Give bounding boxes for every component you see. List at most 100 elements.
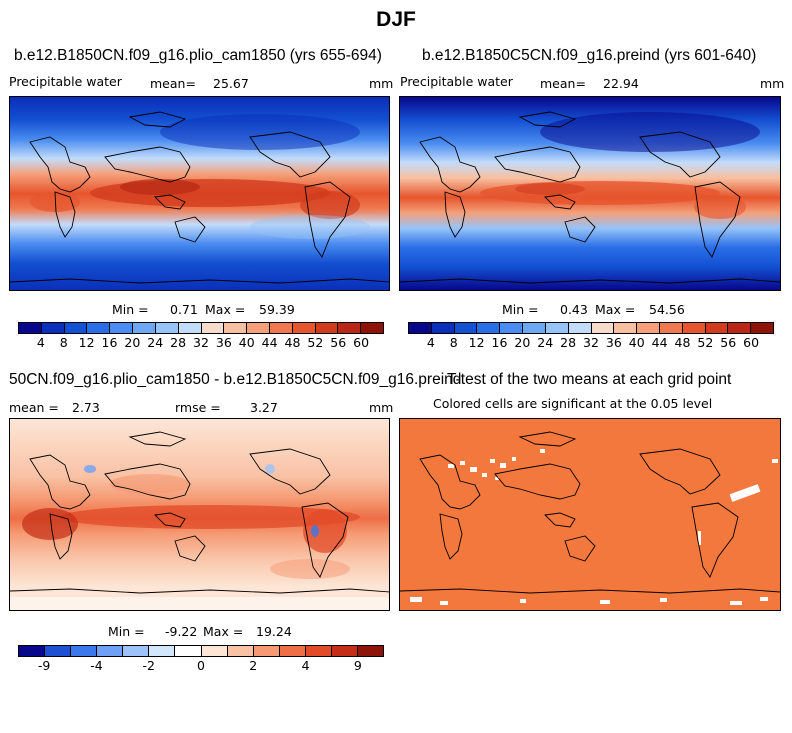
colorbar-swatch (705, 323, 729, 333)
colorbar-swatch (431, 323, 455, 333)
panel3-colorbar (18, 645, 384, 657)
panel4-map-svg (400, 419, 780, 610)
colorbar-tick-label: 0 (197, 658, 205, 673)
colorbar-tick-label: 24 (537, 335, 554, 350)
colorbar-swatch (545, 323, 569, 333)
colorbar-swatch (292, 323, 316, 333)
colorbar-swatch (19, 646, 46, 656)
colorbar-swatch (500, 323, 524, 333)
colorbar-swatch (361, 323, 383, 333)
panel2-case-title: b.e12.B1850C5CN.f09_g16.preind (yrs 601-… (422, 47, 757, 64)
colorbar-swatch (751, 323, 773, 333)
colorbar-swatch (331, 646, 359, 656)
panel3-mean-value: 2.73 (72, 400, 100, 415)
figure-title: DJF (376, 8, 416, 31)
colorbar-swatch (178, 323, 202, 333)
colorbar-swatch (637, 323, 660, 333)
colorbar-swatch (87, 323, 111, 333)
colorbar-tick-label: 48 (284, 335, 301, 350)
panel3-max-value: 19.24 (256, 624, 292, 639)
colorbar-swatch (227, 646, 254, 656)
colorbar-swatch (41, 323, 65, 333)
colorbar-tick-label: 40 (628, 335, 645, 350)
colorbar-tick-label: 16 (491, 335, 508, 350)
panel2-colorbar-labels: 4 8 12 16 20 24 28 32 36 40 44 48 52 56 60 (408, 335, 774, 351)
colorbar-swatch (201, 646, 228, 656)
panel4-subtitle: Colored cells are significant at the 0.0… (433, 396, 713, 411)
colorbar-swatch (305, 646, 332, 656)
colorbar-tick-label: 12 (78, 335, 95, 350)
panel2-map-svg (400, 97, 780, 290)
colorbar-tick-label: 4 (301, 658, 310, 673)
colorbar-tick-label: 52 (307, 335, 324, 350)
panel2-max-value: 54.56 (649, 302, 685, 317)
colorbar-swatch (682, 323, 706, 333)
colorbar-tick-label: 9 (353, 658, 362, 673)
panel1-max-value: 59.39 (259, 302, 295, 317)
colorbar-swatch (123, 646, 150, 656)
colorbar-tick-label: 8 (59, 335, 68, 350)
colorbar-tick-label: -9 (37, 658, 51, 673)
colorbar-swatch (269, 323, 293, 333)
panel3-min-label: Min = (108, 624, 145, 639)
significance-fill (400, 419, 780, 610)
non-significant-cells (410, 449, 778, 605)
panel1-min-value: 0.71 (170, 302, 198, 317)
colorbar-tick-label: 44 (261, 335, 278, 350)
colorbar-swatch (224, 323, 248, 333)
colorbar-swatch (591, 323, 615, 333)
colorbar-swatch (133, 323, 156, 333)
panel1-units: mm (369, 76, 394, 91)
panel3-map (9, 418, 390, 611)
colorbar-tick-label: 36 (605, 335, 622, 350)
panel1-max-label: Max = (205, 302, 246, 317)
colorbar-tick-label: 12 (468, 335, 485, 350)
panel1-min-label: Min = (112, 302, 149, 317)
colorbar-tick-label: 48 (674, 335, 691, 350)
colorbar-swatch (253, 646, 280, 656)
panel4-map (399, 418, 781, 611)
panel1-colorbar (18, 322, 384, 334)
panel1-map-svg (10, 97, 389, 290)
panel2-field-label: Precipitable water (400, 74, 513, 89)
panel2-min-label: Min = (502, 302, 539, 317)
colorbar-swatch (110, 323, 134, 333)
colorbar-swatch (247, 323, 270, 333)
colorbar-swatch (201, 323, 225, 333)
colorbar-swatch (149, 646, 176, 656)
colorbar-tick-label: 16 (101, 335, 118, 350)
colorbar-tick-label: 36 (215, 335, 232, 350)
colorbar-swatch (155, 323, 179, 333)
panel1-case-title: b.e12.B1850CN.f09_g16.plio_cam1850 (yrs … (14, 47, 382, 64)
colorbar-swatch (523, 323, 546, 333)
colorbar-swatch (279, 646, 306, 656)
colorbar-swatch (315, 323, 339, 333)
panel3-map-svg (10, 419, 389, 610)
panel2-map (399, 96, 781, 291)
colorbar-tick-label: 4 (36, 335, 45, 350)
panel2-colorbar (408, 322, 774, 334)
colorbar-tick-label: 40 (238, 335, 255, 350)
panel1-mean-value: 25.67 (213, 76, 249, 91)
colorbar-tick-label: 32 (583, 335, 599, 350)
colorbar-swatch (71, 646, 98, 656)
colorbar-tick-label: 56 (720, 335, 737, 350)
colorbar-swatch (454, 323, 478, 333)
colorbar-swatch (358, 646, 384, 656)
colorbar-swatch (568, 323, 592, 333)
panel1-colorbar-labels: 4 8 12 16 20 24 28 32 36 40 44 48 52 56 60 (18, 335, 384, 351)
colorbar-tick-label: 4 (426, 335, 435, 350)
panel2-min-value: 0.43 (560, 302, 588, 317)
colorbar-tick-label: 20 (124, 335, 141, 350)
panel2-mean-label: mean= (540, 76, 586, 91)
colorbar-tick-label: -4 (90, 658, 103, 673)
panel3-min-value: -9.22 (165, 624, 198, 639)
colorbar-swatch (64, 323, 88, 333)
colorbar-swatch (477, 323, 501, 333)
panel1-map (9, 96, 390, 291)
panel3-rmse-label: rmse = (175, 400, 221, 415)
colorbar-tick-label: -2 (142, 658, 155, 673)
colorbar-swatch (409, 323, 432, 333)
colorbar-tick-label: 56 (330, 335, 347, 350)
colorbar-tick-label: 2 (249, 658, 258, 673)
